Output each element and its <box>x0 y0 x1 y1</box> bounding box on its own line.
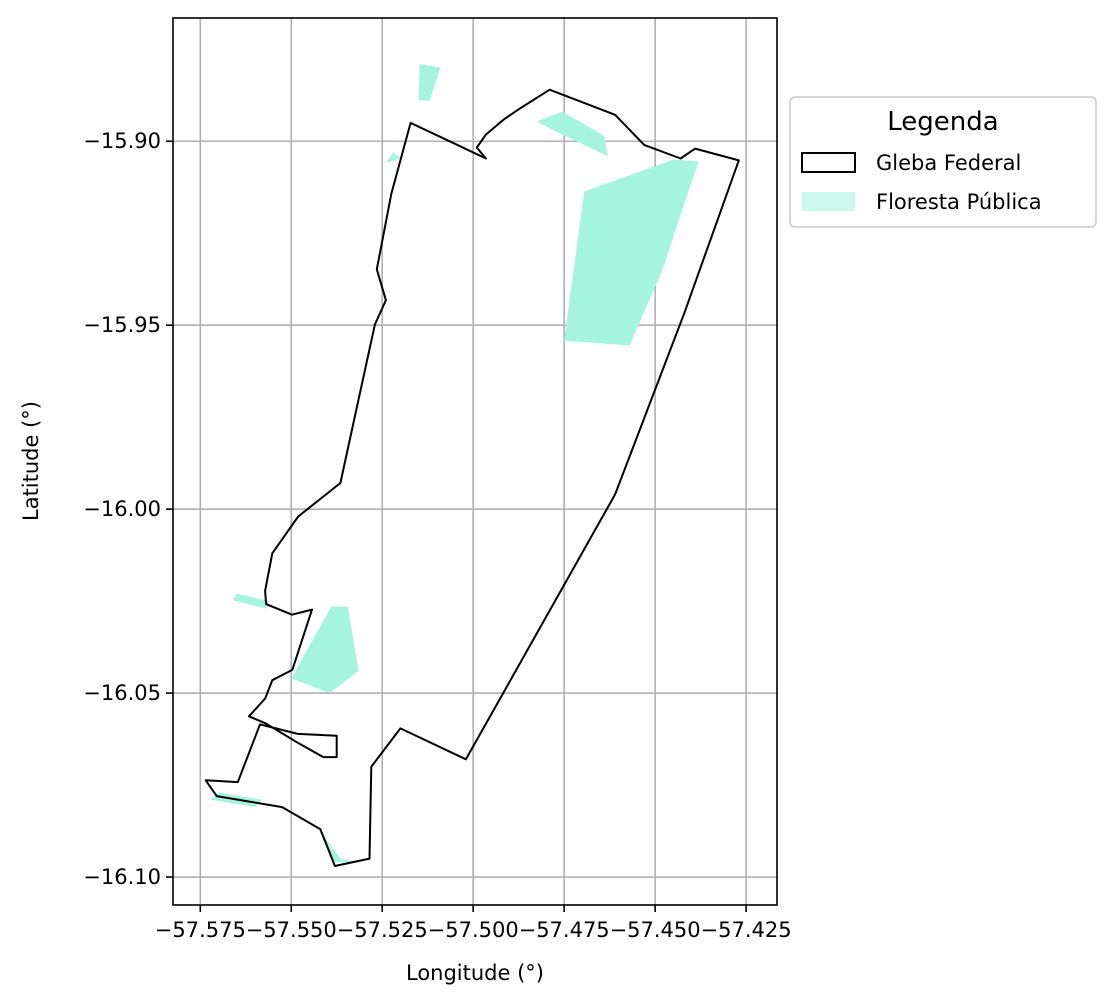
floresta-publica-polygon-2 <box>418 64 441 101</box>
legend-label-gleba-federal: Gleba Federal <box>876 151 1021 175</box>
floresta-publica-polygon-4 <box>233 593 270 609</box>
legend-swatch-floresta-publica <box>802 192 855 211</box>
floresta-publica-layer <box>211 64 699 863</box>
x-tick-label-3: −57.500 <box>428 918 519 942</box>
legend-label-floresta-publica: Floresta Pública <box>876 190 1042 214</box>
x-tick-label-4: −57.475 <box>519 918 610 942</box>
grid-lines <box>173 18 777 905</box>
legend-swatch-gleba-federal <box>801 152 856 173</box>
plot-background <box>173 18 777 905</box>
y-tick-label-2: −16.00 <box>83 497 161 521</box>
x-tick-label-0: −57.575 <box>155 918 246 942</box>
gleba-federal-outline <box>204 88 740 867</box>
legend-box <box>789 96 1097 228</box>
y-axis-label: Latitude (°) <box>19 401 43 521</box>
floresta-publica-polygon-3 <box>291 606 359 694</box>
x-axis-ticks: −57.575 −57.550 −57.525 −57.500 −57.475 −57.4… <box>155 905 792 942</box>
x-tick-label-2: −57.525 <box>337 918 428 942</box>
x-tick-label-5: −57.450 <box>610 918 701 942</box>
floresta-publica-polygon-7 <box>385 152 401 164</box>
y-tick-label-3: −16.05 <box>83 681 161 705</box>
legend-title: Legenda <box>887 107 998 137</box>
y-axis-ticks: −15.90 −15.95 −16.00 −16.05 −16.10 <box>83 129 173 889</box>
x-tick-label-6: −57.425 <box>701 918 792 942</box>
floresta-publica-polygon-0 <box>564 159 699 346</box>
y-tick-label-0: −15.90 <box>83 129 161 153</box>
x-tick-label-1: −57.550 <box>246 918 337 942</box>
x-axis-label: Longitude (°) <box>406 961 544 985</box>
y-tick-label-1: −15.95 <box>83 313 161 337</box>
y-tick-label-4: −16.10 <box>83 865 161 889</box>
legend: Legenda Gleba Federal Floresta Pública <box>789 96 1097 228</box>
plot-frame <box>172 17 778 906</box>
floresta-publica-polygon-1 <box>536 111 608 156</box>
